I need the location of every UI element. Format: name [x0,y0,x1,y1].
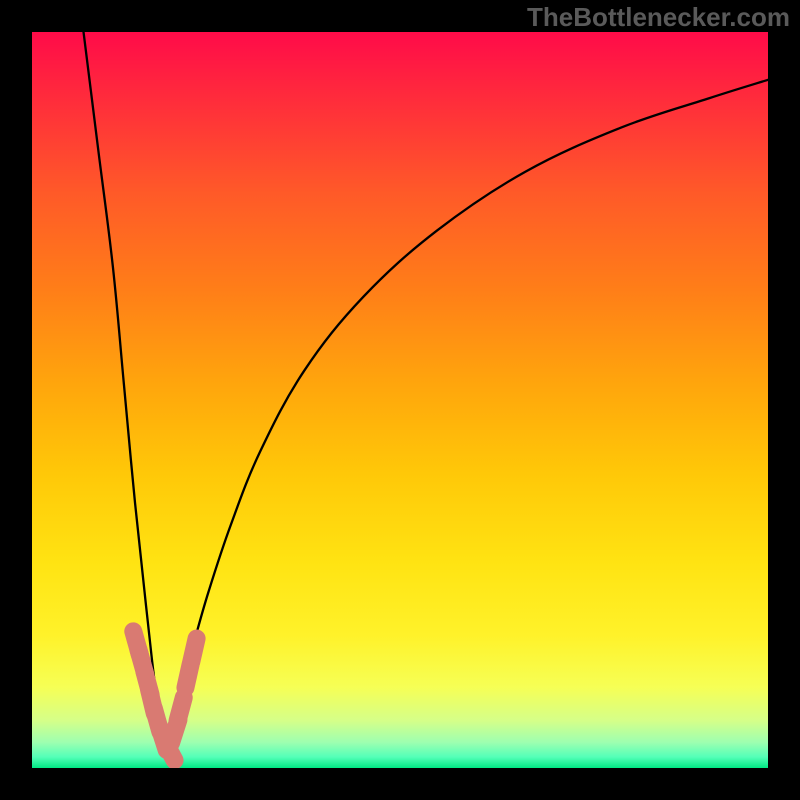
data-marker [191,639,196,662]
curve-overlay [32,32,768,768]
data-marker [178,698,184,721]
chart-canvas: TheBottlenecker.com [0,0,800,800]
plot-area [32,32,768,768]
watermark-text: TheBottlenecker.com [527,2,790,33]
